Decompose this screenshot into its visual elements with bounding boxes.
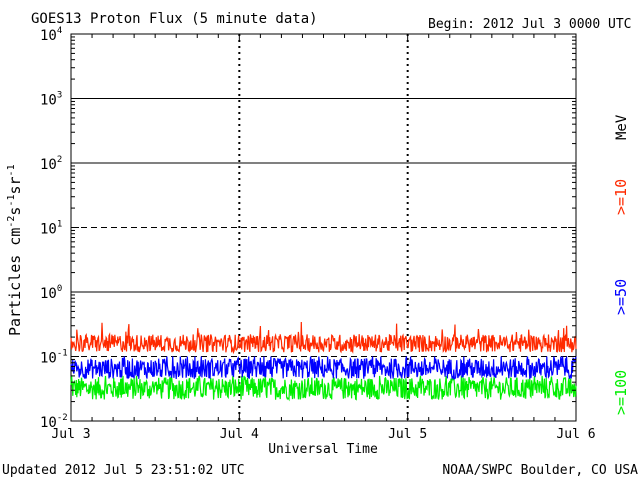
y-tick-label: 10-2 [40, 413, 68, 431]
chart-title: GOES13 Proton Flux (5 minute data) [31, 11, 318, 27]
plot-grid [71, 34, 576, 421]
x-tick-label: Jul 3 [51, 427, 90, 442]
y-tick-label: 103 [40, 91, 62, 109]
y-tick-label: 100 [40, 284, 62, 302]
legend: >=10 >=50 >=100 MeV [612, 114, 630, 415]
footer-updated: Updated 2012 Jul 5 23:51:02 UTC [2, 463, 245, 478]
footer-source: NOAA/SWPC Boulder, CO USA [442, 463, 638, 478]
legend-entry: >=10 [612, 179, 630, 215]
series-line [70, 321, 577, 355]
x-tick-label: Jul 5 [388, 427, 427, 442]
x-axis-label: Universal Time [268, 442, 378, 457]
y-axis-label: Particles cm-2s-1sr-1 [6, 164, 24, 336]
x-axis-ticks: Jul 3 Jul 4 Jul 5 Jul 6 [51, 34, 596, 442]
y-tick-label: 10-1 [40, 349, 68, 367]
y-axis-ticks: 10-2 10-1 100 101 102 103 104 [40, 26, 576, 431]
legend-entry: >=50 [612, 279, 630, 315]
x-tick-label: Jul 6 [556, 427, 595, 442]
begin-label: Begin: 2012 Jul 3 0000 UTC [428, 17, 632, 32]
legend-unit: MeV [614, 114, 630, 140]
series-layer [70, 321, 577, 402]
y-tick-label: 101 [40, 220, 62, 238]
x-tick-label: Jul 4 [220, 427, 259, 442]
y-tick-label: 104 [40, 26, 62, 44]
series-line [70, 375, 577, 402]
legend-entry: >=100 [612, 370, 630, 415]
y-tick-label: 102 [40, 155, 62, 173]
series-line [70, 355, 577, 381]
